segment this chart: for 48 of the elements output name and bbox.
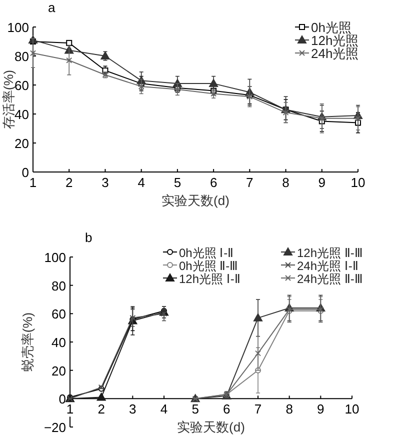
chart-title: b <box>85 230 92 245</box>
x-tick-label: 8 <box>286 402 293 417</box>
y-tick-label: 20 <box>52 363 66 378</box>
x-tick-label: 5 <box>192 402 199 417</box>
x-tick-label: 3 <box>129 402 136 417</box>
legend-label: 0h光照 Ⅰ-Ⅱ <box>179 246 234 260</box>
x-tick-label: 1 <box>29 175 37 190</box>
chart-title: a <box>48 0 56 15</box>
y-tick-label: −20 <box>44 420 66 435</box>
x-tick-label: 6 <box>210 175 218 190</box>
y-tick-label: 100 <box>7 20 29 35</box>
x-tick-label: 2 <box>98 402 105 417</box>
y-tick-label: 40 <box>52 335 66 350</box>
x-tick-label: 10 <box>344 402 360 417</box>
y-tick-label: 40 <box>14 107 29 122</box>
legend-label: 0h光照 <box>311 20 352 35</box>
y-axis-title: 蜕壳率(%) <box>20 312 35 372</box>
x-tick-label: 4 <box>160 402 168 417</box>
y-tick-label: 60 <box>52 306 66 322</box>
x-tick-label: 9 <box>317 402 324 417</box>
x-tick-label: 5 <box>174 175 182 190</box>
x-tick-label: 2 <box>65 175 73 190</box>
legend-label: 12h光照 Ⅱ-Ⅲ <box>297 246 362 260</box>
x-tick-label: 6 <box>223 402 230 417</box>
x-tick-label: 9 <box>318 175 326 190</box>
y-tick-label: 80 <box>14 49 29 64</box>
y-tick-label: 0 <box>22 165 29 180</box>
x-tick-label: 7 <box>254 402 262 417</box>
x-axis-title: 实验天数(d) <box>162 193 230 208</box>
y-tick-label: 60 <box>14 78 29 93</box>
y-tick-label: 100 <box>44 250 66 265</box>
legend-label: 24h光照 Ⅱ-Ⅲ <box>297 272 362 286</box>
legend-label: 24h光照 <box>311 46 359 61</box>
legend-label: 12h光照 Ⅰ-Ⅱ <box>179 272 240 286</box>
x-tick-label: 1 <box>66 402 74 417</box>
x-tick-label: 3 <box>102 175 109 190</box>
x-axis-title: 实验天数(d) <box>177 420 245 435</box>
x-tick-label: 10 <box>350 175 366 190</box>
y-axis-title: 存活率(%) <box>1 70 16 130</box>
y-tick-label: 20 <box>14 136 29 151</box>
legend-label: 12h光照 <box>311 33 359 48</box>
y-tick-label: 0 <box>58 392 66 407</box>
x-tick-label: 8 <box>282 175 290 190</box>
x-tick-label: 4 <box>138 175 145 190</box>
x-tick-label: 7 <box>246 175 254 190</box>
y-tick-label: 80 <box>52 278 66 294</box>
legend-label: 0h光照 Ⅱ-Ⅲ <box>179 259 238 273</box>
legend-label: 24h光照 Ⅰ-Ⅱ <box>297 259 358 273</box>
